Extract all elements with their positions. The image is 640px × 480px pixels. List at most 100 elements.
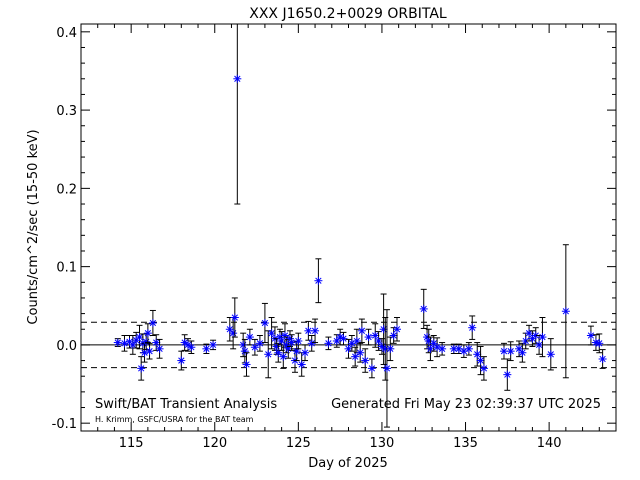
data-point <box>382 309 391 428</box>
asterisk-marker <box>324 339 333 348</box>
data-point <box>142 333 151 351</box>
y-tick-label: 0.3 <box>56 104 77 119</box>
asterisk-marker <box>379 325 388 334</box>
asterisk-marker <box>518 348 527 357</box>
data-point <box>389 327 398 344</box>
data-point <box>546 338 555 371</box>
asterisk-marker <box>155 344 164 353</box>
data-point <box>120 335 129 352</box>
asterisk-marker <box>476 356 485 365</box>
asterisk-marker <box>364 333 373 342</box>
asterisk-marker <box>202 344 211 353</box>
y-tick-label: -0.1 <box>52 417 77 432</box>
data-point <box>209 339 218 351</box>
asterisk-marker <box>304 326 313 335</box>
data-point <box>245 328 254 346</box>
data-point <box>233 23 242 205</box>
asterisk-marker <box>177 356 186 365</box>
asterisk-marker <box>586 331 595 340</box>
x-axis-ticks: 115 120 125 130 135 140 <box>97 24 600 451</box>
asterisk-marker <box>143 329 152 338</box>
data-point <box>311 318 320 344</box>
data-point <box>419 288 428 329</box>
data-point <box>202 343 211 355</box>
asterisk-marker <box>297 360 306 369</box>
data-point <box>371 323 380 348</box>
data-point <box>506 341 515 362</box>
data-point <box>240 338 249 364</box>
data-point <box>148 309 157 337</box>
asterisk-marker <box>311 326 320 335</box>
asterisk-marker <box>538 333 547 342</box>
data-point <box>143 323 152 344</box>
data-point <box>255 335 264 352</box>
asterisk-marker <box>287 338 296 347</box>
asterisk-marker <box>260 318 269 327</box>
footer-credit: H. Krimm, GSFC/USRA for the BAT team <box>95 415 254 424</box>
asterisk-marker <box>242 360 251 369</box>
data-point <box>595 333 604 354</box>
y-tick-label: 0.0 <box>56 339 77 354</box>
asterisk-marker <box>294 336 303 345</box>
asterisk-marker <box>535 340 544 349</box>
data-point <box>279 344 288 369</box>
data-point <box>367 358 376 379</box>
asterisk-marker <box>277 336 286 345</box>
asterisk-marker <box>230 313 239 322</box>
asterisk-marker <box>264 350 273 359</box>
asterisk-marker <box>128 340 137 349</box>
data-point <box>155 338 164 359</box>
asterisk-marker <box>152 338 161 347</box>
asterisk-marker <box>506 347 515 356</box>
x-axis-label: Day of 2025 <box>308 456 388 471</box>
data-point <box>361 348 370 373</box>
data-point <box>324 336 333 351</box>
asterisk-marker <box>250 343 259 352</box>
threshold-lines <box>81 321 616 369</box>
data-point <box>187 340 196 355</box>
data-point <box>503 358 512 391</box>
data-point <box>135 324 144 350</box>
data-point <box>113 338 122 347</box>
asterisk-marker <box>307 339 316 348</box>
data-point <box>386 336 395 362</box>
data-points <box>113 23 607 428</box>
data-point <box>538 317 547 358</box>
asterisk-marker <box>314 276 323 285</box>
asterisk-marker <box>361 356 370 365</box>
asterisk-marker <box>239 340 248 349</box>
data-point <box>336 328 345 346</box>
data-point <box>301 344 310 362</box>
data-point <box>356 342 365 363</box>
asterisk-marker <box>187 343 196 352</box>
data-point <box>307 335 316 352</box>
data-point <box>339 331 348 346</box>
asterisk-marker <box>267 329 276 338</box>
asterisk-marker <box>499 347 508 356</box>
data-point <box>314 258 323 304</box>
data-point <box>479 356 488 381</box>
asterisk-marker <box>386 344 395 353</box>
data-point <box>230 297 239 338</box>
asterisk-marker <box>374 336 383 345</box>
asterisk-marker <box>301 348 310 357</box>
data-point <box>177 350 186 371</box>
data-point <box>586 325 595 346</box>
asterisk-marker <box>382 364 391 373</box>
asterisk-marker <box>371 331 380 340</box>
data-point <box>438 342 447 356</box>
asterisk-marker <box>503 370 512 379</box>
data-point <box>518 342 527 363</box>
asterisk-marker <box>357 326 366 335</box>
data-point <box>379 293 388 365</box>
data-point <box>145 342 154 360</box>
data-point <box>128 335 137 355</box>
data-point <box>464 342 473 356</box>
y-tick-label: 0.1 <box>56 261 77 276</box>
asterisk-marker <box>339 334 348 343</box>
footer-generated: Generated Fri May 23 02:39:37 UTC 2025 <box>331 397 601 412</box>
asterisk-marker <box>209 340 218 349</box>
asterisk-marker <box>561 307 570 316</box>
data-point <box>264 330 273 379</box>
data-point <box>561 244 570 379</box>
